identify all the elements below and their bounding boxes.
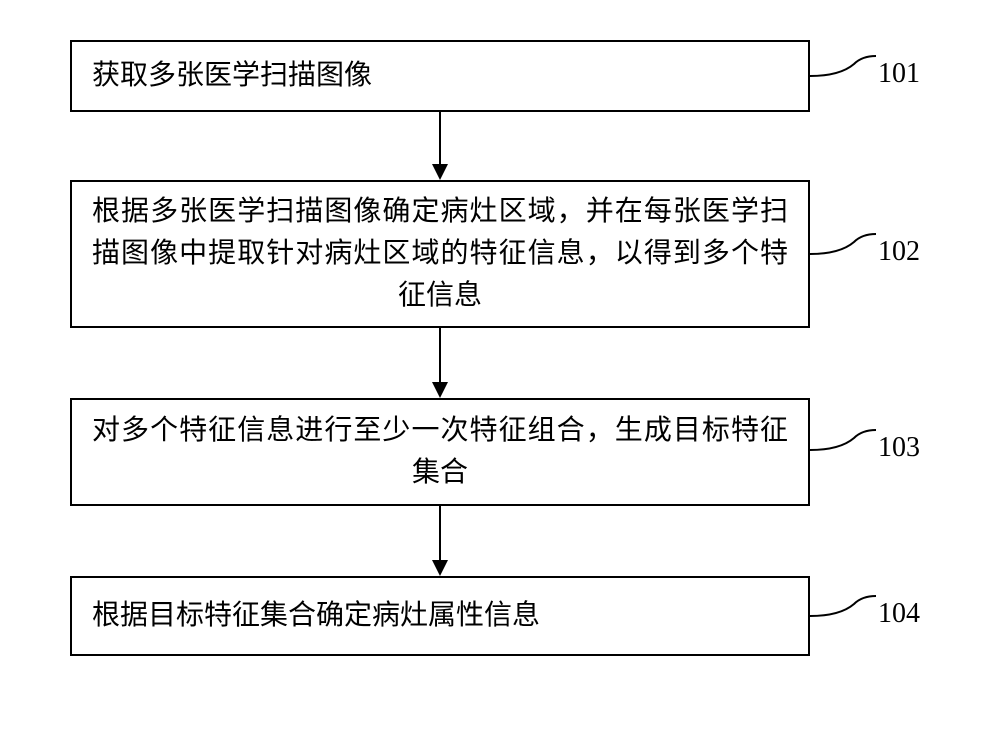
flow-label-102: 102 xyxy=(878,236,920,268)
connector-103 xyxy=(810,428,876,464)
connector-101 xyxy=(810,54,876,90)
flow-node-103-text: 对多个特征信息进行至少一次特征组合，生成目标特征集合 xyxy=(92,410,788,494)
flow-node-101: 获取多张医学扫描图像 xyxy=(70,40,810,112)
connector-102 xyxy=(810,232,876,268)
arrow-1-2-head xyxy=(432,164,448,180)
arrow-3-4-line xyxy=(439,506,441,560)
arrow-2-3-head xyxy=(432,382,448,398)
flow-label-103: 103 xyxy=(878,432,920,464)
connector-104 xyxy=(810,594,876,630)
flow-node-104: 根据目标特征集合确定病灶属性信息 xyxy=(70,576,810,656)
arrow-1-2-line xyxy=(439,112,441,164)
flow-node-102-text: 根据多张医学扫描图像确定病灶区域，并在每张医学扫描图像中提取针对病灶区域的特征信… xyxy=(92,191,788,317)
flow-node-102: 根据多张医学扫描图像确定病灶区域，并在每张医学扫描图像中提取针对病灶区域的特征信… xyxy=(70,180,810,328)
flow-node-103: 对多个特征信息进行至少一次特征组合，生成目标特征集合 xyxy=(70,398,810,506)
arrow-3-4-head xyxy=(432,560,448,576)
flow-node-101-text: 获取多张医学扫描图像 xyxy=(92,55,788,97)
flow-node-104-text: 根据目标特征集合确定病灶属性信息 xyxy=(92,595,788,637)
arrow-2-3-line xyxy=(439,328,441,382)
flowchart-canvas: 获取多张医学扫描图像 101 根据多张医学扫描图像确定病灶区域，并在每张医学扫描… xyxy=(0,0,1000,744)
flow-label-104: 104 xyxy=(878,598,920,630)
flow-label-101: 101 xyxy=(878,58,920,90)
